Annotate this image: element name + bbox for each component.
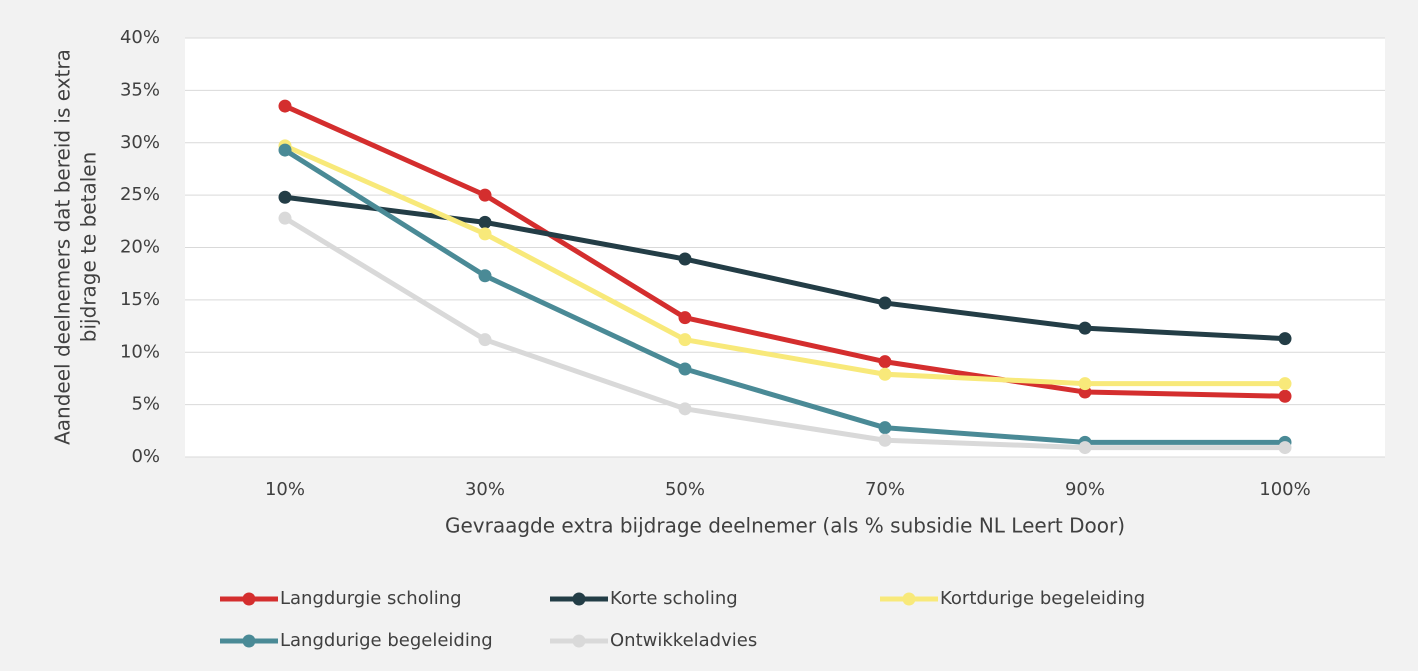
legend-label: Langdurige begeleiding xyxy=(280,630,493,651)
data-point xyxy=(478,269,492,283)
data-point xyxy=(1278,377,1292,391)
data-point xyxy=(1078,321,1092,335)
data-point xyxy=(1278,332,1292,346)
data-point xyxy=(478,333,492,347)
y-tick-label: 35% xyxy=(120,79,160,100)
y-tick-label: 20% xyxy=(120,237,160,258)
legend-label: Kortdurige begeleiding xyxy=(940,588,1145,609)
data-point xyxy=(1278,389,1292,403)
data-point xyxy=(878,367,892,381)
series-line xyxy=(283,143,1285,387)
data-point xyxy=(878,421,892,435)
data-point xyxy=(278,143,292,157)
legend-label: Langdurgie scholing xyxy=(280,588,462,609)
y-tick-label: 10% xyxy=(120,341,160,362)
data-point xyxy=(1278,441,1292,455)
series-line xyxy=(283,216,1285,451)
x-axis-title: Gevraagde extra bijdrage deelnemer (als … xyxy=(445,514,1125,538)
x-tick-label: 70% xyxy=(865,479,905,500)
y-tick-label: 40% xyxy=(120,27,160,48)
y-axis-title: bijdrage te betalen xyxy=(77,152,101,342)
y-tick-label: 30% xyxy=(120,132,160,153)
data-point xyxy=(678,252,692,266)
data-point xyxy=(278,211,292,225)
data-point xyxy=(278,99,292,113)
y-tick-label: 5% xyxy=(131,394,160,415)
data-point xyxy=(478,215,492,229)
legend-marker xyxy=(572,592,586,606)
legend-marker xyxy=(242,634,256,648)
data-point xyxy=(478,227,492,241)
data-point xyxy=(678,362,692,376)
x-tick-label: 50% xyxy=(665,479,705,500)
legend-label: Ontwikkeladvies xyxy=(610,630,757,651)
legend-label: Korte scholing xyxy=(610,588,738,609)
x-tick-label: 100% xyxy=(1259,479,1310,500)
data-point xyxy=(878,355,892,369)
legend-marker xyxy=(572,634,586,648)
series-line xyxy=(283,147,1285,445)
y-axis-title: Aandeel deelnemers dat bereid is extra xyxy=(51,49,75,445)
series-line xyxy=(283,103,1286,399)
data-point xyxy=(878,433,892,447)
data-point xyxy=(678,402,692,416)
y-tick-label: 0% xyxy=(131,446,160,467)
x-tick-label: 30% xyxy=(465,479,505,500)
data-point xyxy=(678,311,692,325)
y-tick-label: 15% xyxy=(120,289,160,310)
x-tick-label: 90% xyxy=(1065,479,1105,500)
data-point xyxy=(1078,377,1092,391)
legend-marker xyxy=(242,592,256,606)
y-tick-label: 25% xyxy=(120,184,160,205)
data-point xyxy=(878,296,892,310)
x-tick-label: 10% xyxy=(265,479,305,500)
legend-marker xyxy=(902,592,916,606)
data-point xyxy=(278,190,292,204)
data-point xyxy=(478,188,492,202)
data-point xyxy=(678,333,692,347)
data-point xyxy=(1078,441,1092,455)
